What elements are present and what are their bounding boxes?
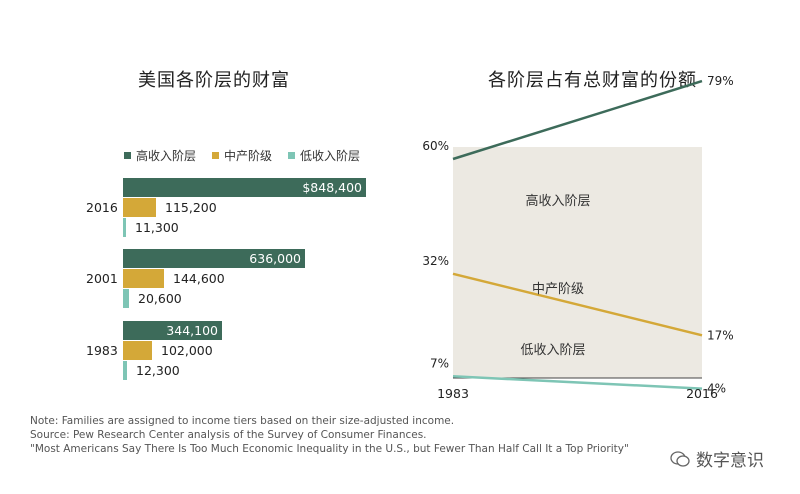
year-label-2016: 2016 xyxy=(86,200,118,215)
bar-lower-2016 xyxy=(123,218,126,237)
legend-swatch-middle xyxy=(212,152,220,159)
notes: Note: Families are assigned to income ti… xyxy=(30,414,629,456)
legend: 高收入阶层 中产阶级 低收入阶层 xyxy=(124,147,376,164)
bar-label-middle-1983: 102,000 xyxy=(161,343,213,358)
legend-item-lower: 低收入阶层 xyxy=(288,147,360,164)
start-value-middle: 32% xyxy=(422,254,449,268)
year-label-1983: 1983 xyxy=(86,343,118,358)
bar-chart-title: 美国各阶层的财富 xyxy=(138,70,290,91)
series-label-upper: 高收入阶层 xyxy=(525,193,590,209)
legend-swatch-upper xyxy=(124,152,131,159)
legend-item-upper: 高收入阶层 xyxy=(124,147,196,164)
legend-label-lower: 低收入阶层 xyxy=(300,149,361,163)
legend-label-upper: 高收入阶层 xyxy=(136,149,197,163)
wechat-icon xyxy=(670,450,690,467)
series-label-middle: 中产阶级 xyxy=(532,282,584,297)
bar-lower-1983 xyxy=(123,361,127,380)
bar-label-upper-2016: $848,400 xyxy=(302,180,362,195)
bar-label-lower-2001: 20,600 xyxy=(138,291,182,306)
bar-lower-2001 xyxy=(123,289,129,308)
bar-middle-2016 xyxy=(123,198,156,217)
bar-middle-1983 xyxy=(123,341,152,360)
report-title-text: "Most Americans Say There Is Too Much Ec… xyxy=(30,443,629,455)
bar-label-lower-1983: 12,300 xyxy=(136,363,180,378)
bar-upper-2001 xyxy=(123,249,305,268)
line-lower xyxy=(452,375,703,390)
bar-upper-1983 xyxy=(123,321,222,340)
bar-middle-2001 xyxy=(123,269,164,288)
bar-label-upper-1983: 344,100 xyxy=(166,323,218,338)
bar-label-middle-2001: 144,600 xyxy=(173,271,225,286)
end-value-upper: 79% xyxy=(707,74,734,88)
source-text: Source: Pew Research Center analysis of … xyxy=(30,429,427,441)
watermark-text: 数字意识 xyxy=(696,451,764,471)
start-value-upper: 60% xyxy=(422,139,449,153)
bar-label-lower-2016: 11,300 xyxy=(135,220,179,235)
legend-label-middle: 中产阶级 xyxy=(224,149,273,163)
legend-swatch-lower xyxy=(288,152,296,159)
year-label-2001: 2001 xyxy=(86,271,118,286)
line-middle xyxy=(452,272,703,337)
x-tick-1983: 1983 xyxy=(437,386,469,401)
plot-background xyxy=(453,147,702,378)
bar-label-middle-2016: 115,200 xyxy=(165,200,217,215)
end-value-lower: 4% xyxy=(707,382,726,396)
legend-item-middle: 中产阶级 xyxy=(212,147,272,164)
x-tick-2016: 2016 xyxy=(686,386,718,401)
note-text: Note: Families are assigned to income ti… xyxy=(30,415,455,427)
series-label-lower: 低收入阶层 xyxy=(520,343,585,358)
line-chart-title: 各阶层占有总财富的份额 xyxy=(488,70,697,91)
line-upper xyxy=(452,79,703,161)
bar-upper-2016 xyxy=(123,178,366,197)
watermark: 数字意识 xyxy=(670,446,764,471)
start-value-lower: 7% xyxy=(430,356,449,370)
bar-label-upper-2001: 636,000 xyxy=(249,251,301,266)
end-value-middle: 17% xyxy=(707,328,734,342)
